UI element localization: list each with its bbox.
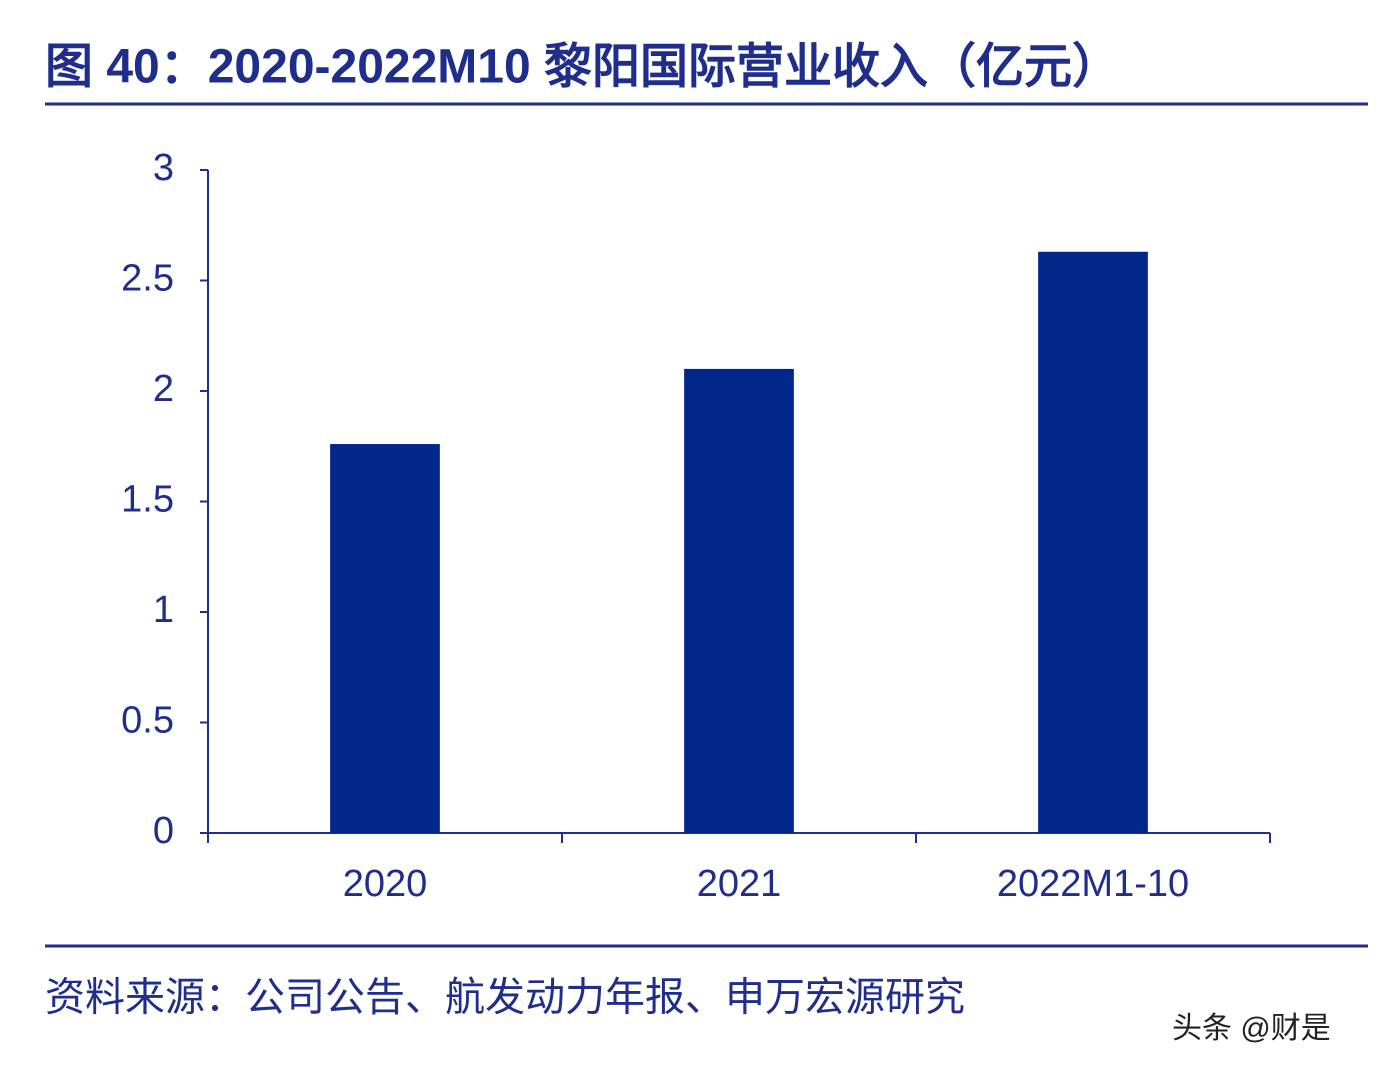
source-note: 资料来源：公司公告、航发动力年报、申万宏源研究 xyxy=(45,976,965,1020)
x-tick-label: 2022M1-10 xyxy=(997,863,1189,905)
y-tick-label: 2 xyxy=(153,368,174,410)
y-tick-label: 2.5 xyxy=(121,258,174,300)
y-tick-label: 0 xyxy=(153,810,174,852)
chart-title: 图 40：2020-2022M10 黎阳国际营业收入（亿元） xyxy=(45,41,1120,94)
bar xyxy=(1038,251,1148,833)
bar xyxy=(330,444,440,833)
bar xyxy=(684,368,794,833)
watermark: 头条 @财是 xyxy=(1172,1012,1331,1045)
y-tick-label: 3 xyxy=(153,147,174,189)
x-tick-label: 2020 xyxy=(343,863,428,905)
y-tick-label: 0.5 xyxy=(121,700,174,742)
x-tick-label: 2021 xyxy=(697,863,782,905)
y-tick-label: 1.5 xyxy=(121,479,174,521)
y-tick-label: 1 xyxy=(153,589,174,631)
